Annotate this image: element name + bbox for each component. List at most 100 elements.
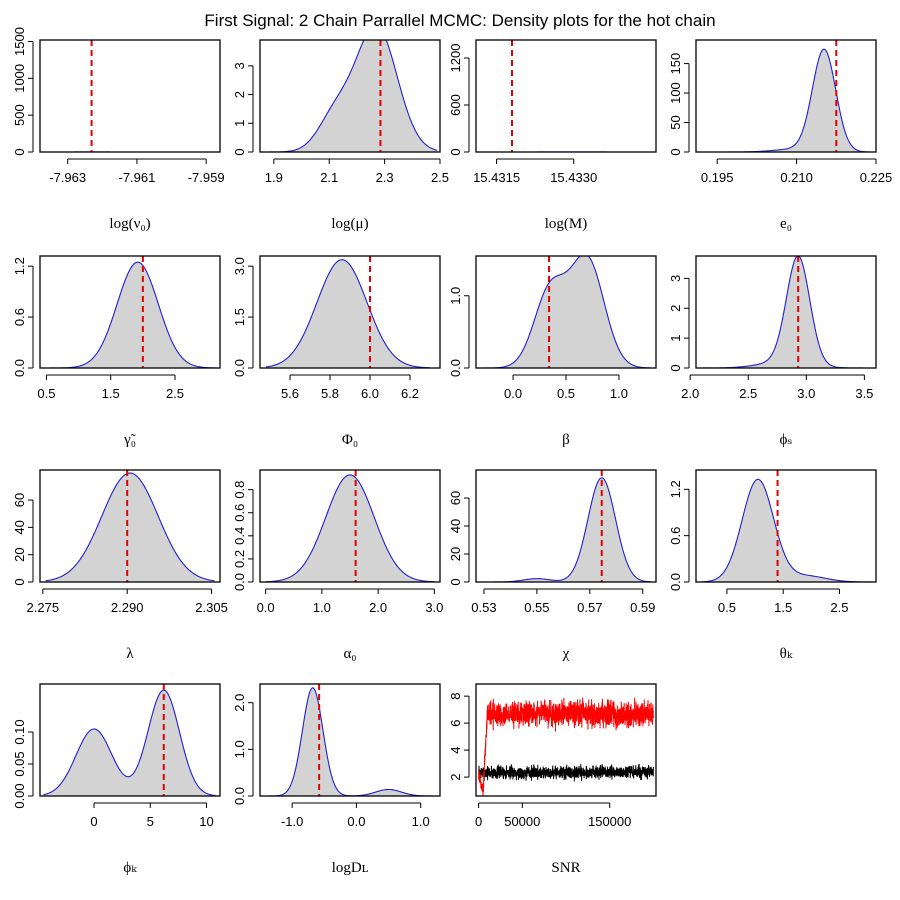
y-tick-label-gamma0: 0.6	[12, 308, 27, 326]
plot-box-thetaK	[695, 469, 877, 583]
plot-area-snr	[478, 697, 654, 796]
y-tick-label-phiK: 0.05	[12, 751, 27, 776]
plot-box-logDL	[259, 683, 441, 797]
x-tick-label-Phi0: 6.2	[401, 386, 419, 401]
x-tick-label-logmu: 2.5	[431, 170, 449, 185]
density-fill-alpha0	[265, 474, 435, 582]
y-tick-label-logmu: 1	[232, 120, 247, 127]
y-tick-label-gamma0: 1.2	[12, 257, 27, 275]
density-fill-phiS	[699, 256, 874, 368]
plot-area-logM	[481, 40, 646, 152]
plot-area-chi	[481, 470, 651, 582]
panel-logM: 15.4315 15.4330 0 600 1200 log(M)	[448, 39, 657, 232]
density-curve-logDL	[263, 687, 437, 796]
trace-hot-chain	[478, 697, 654, 796]
y-tick-label-alpha0: 0.4	[232, 527, 247, 545]
x-tick-label-logDL: 0.0	[347, 814, 365, 829]
x-tick-label-phiS: 2.5	[739, 386, 757, 401]
panel-phiK: 0 5 10 0.00 0.05 0.10 ϕₖ	[12, 683, 221, 876]
plot-area-lambda	[45, 470, 215, 582]
y-tick-label-alpha0: 0.8	[232, 481, 247, 499]
y-tick-label-e0: 100	[668, 82, 683, 104]
y-tick-label-lambda: 40	[12, 520, 27, 534]
x-tick-label-chi: 0.53	[471, 600, 496, 615]
plot-area-logmu	[260, 40, 438, 152]
density-curve-phiK	[43, 689, 216, 796]
y-tick-label-lognu0: 1500	[12, 27, 27, 56]
x-tick-label-lognu0: -7.959	[188, 170, 225, 185]
panel-lognu0: -7.963 -7.961 -7.959 0 500 1000 1500 log(ν₀)	[12, 27, 225, 232]
y-tick-label-gamma0: 0.0	[12, 359, 27, 377]
density-fill-beta	[481, 256, 651, 368]
x-tick-label-beta: 1.0	[610, 386, 628, 401]
y-tick-label-chi: 40	[448, 519, 463, 533]
y-tick-label-e0: 50	[668, 115, 683, 129]
y-tick-label-Phi0: 0.0	[232, 359, 247, 377]
x-axis-label-logmu: log(μ)	[331, 216, 368, 232]
x-tick-label-phiK: 0	[90, 814, 97, 829]
y-tick-label-logM: 600	[448, 94, 463, 116]
density-fill-phiK	[43, 690, 216, 796]
x-tick-label-logmu: 2.3	[376, 170, 394, 185]
x-axis-label-logDL: logDʟ	[332, 860, 368, 876]
plot-box-chi	[475, 469, 657, 583]
density-fill-gamma0	[43, 262, 217, 368]
y-tick-label-thetaK: 1.2	[668, 480, 683, 498]
x-axis-label-e0: e₀	[780, 216, 792, 232]
y-tick-label-snr: 6	[448, 720, 463, 727]
x-tick-label-beta: 0.0	[504, 386, 522, 401]
x-tick-label-Phi0: 6.0	[361, 386, 379, 401]
plot-box-logM	[475, 39, 657, 153]
x-tick-label-snr: 50000	[504, 814, 540, 829]
y-tick-label-phiK: 0.10	[12, 719, 27, 744]
panel-snr: 0 50000 150000 2 4 6 8 SNR	[448, 683, 657, 876]
x-tick-label-thetaK: 1.5	[774, 600, 792, 615]
plot-box-phiK	[39, 683, 221, 797]
x-tick-label-phiK: 5	[147, 814, 154, 829]
y-tick-label-alpha0: 0.6	[232, 504, 247, 522]
density-fill-thetaK	[701, 479, 874, 582]
density-curve-thetaK	[701, 478, 874, 582]
y-tick-label-logmu: 3	[232, 62, 247, 69]
y-tick-label-lambda: 0	[12, 578, 27, 585]
y-tick-label-chi: 20	[448, 547, 463, 561]
x-tick-label-logmu: 2.1	[320, 170, 338, 185]
y-tick-label-alpha0: 0.0	[232, 573, 247, 591]
density-curve-Phi0	[265, 259, 431, 368]
x-axis-label-phiK: ϕₖ	[123, 860, 137, 876]
panel-lambda: 2.275 2.290 2.305 0 20 40 60 λ	[12, 469, 228, 662]
plot-box-phiS	[695, 255, 877, 369]
y-tick-label-snr: 8	[448, 693, 463, 700]
panel-Phi0: 5.6 5.8 6.0 6.2 0.0 1.5 3.0 Φ₀	[232, 255, 441, 448]
y-tick-label-e0: 150	[668, 53, 683, 75]
y-tick-label-thetaK: 0.6	[668, 527, 683, 545]
y-tick-label-alpha0: 0.2	[232, 550, 247, 568]
x-axis-label-gamma0: γ̃₀	[123, 432, 136, 448]
y-tick-label-Phi0: 3.0	[232, 257, 247, 275]
x-tick-label-chi: 0.59	[630, 600, 655, 615]
plot-area-phiK	[43, 684, 216, 796]
plot-box-lognu0	[39, 39, 221, 153]
density-curve-alpha0	[265, 474, 435, 582]
plot-area-phiS	[699, 256, 874, 368]
y-tick-label-beta: 0.0	[448, 359, 463, 377]
density-curve-gamma0	[43, 261, 217, 368]
x-tick-label-snr: 150000	[588, 814, 631, 829]
plot-box-logmu	[259, 39, 441, 153]
panel-thetaK: 0.5 1.5 2.5 0.0 0.6 1.2 θₖ	[668, 469, 877, 662]
x-tick-label-logM: 15.4330	[550, 170, 597, 185]
x-axis-label-lognu0: log(ν₀)	[109, 216, 150, 232]
plot-area-alpha0	[265, 470, 435, 582]
density-fill-logDL	[263, 687, 437, 796]
y-tick-label-thetaK: 0.0	[668, 573, 683, 591]
x-tick-label-e0: 0.225	[860, 170, 893, 185]
density-curve-beta	[481, 256, 651, 368]
plot-box-lambda	[39, 469, 221, 583]
x-axis-label-logM: log(M)	[545, 216, 588, 232]
x-tick-label-lambda: 2.305	[195, 600, 228, 615]
y-tick-label-lognu0: 1000	[12, 64, 27, 93]
y-tick-label-phiK: 0.00	[12, 783, 27, 808]
density-curve-lambda	[45, 472, 215, 582]
x-tick-label-e0: 0.210	[780, 170, 813, 185]
x-tick-label-phiS: 3.0	[797, 386, 815, 401]
